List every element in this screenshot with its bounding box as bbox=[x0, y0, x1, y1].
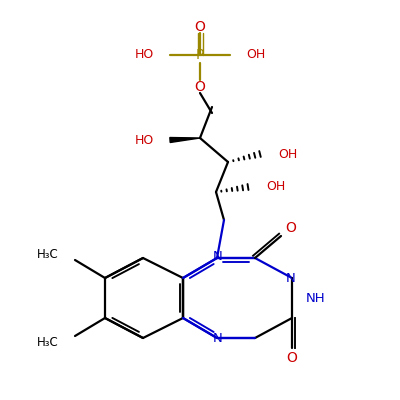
Text: NH: NH bbox=[306, 292, 326, 304]
Text: O: O bbox=[286, 221, 296, 235]
Text: OH: OH bbox=[278, 148, 297, 160]
Text: HO: HO bbox=[135, 134, 154, 146]
Text: O: O bbox=[286, 351, 298, 365]
Text: OH: OH bbox=[266, 180, 285, 194]
Text: N: N bbox=[213, 250, 223, 264]
Text: OH: OH bbox=[246, 48, 265, 62]
Text: O: O bbox=[194, 20, 206, 34]
Text: N: N bbox=[213, 332, 223, 346]
Text: P: P bbox=[196, 48, 204, 62]
Text: O: O bbox=[194, 80, 206, 94]
Text: N: N bbox=[286, 272, 296, 284]
Text: HO: HO bbox=[135, 48, 154, 62]
Polygon shape bbox=[170, 138, 200, 142]
Text: H₃C: H₃C bbox=[37, 248, 59, 260]
Text: H₃C: H₃C bbox=[37, 336, 59, 348]
